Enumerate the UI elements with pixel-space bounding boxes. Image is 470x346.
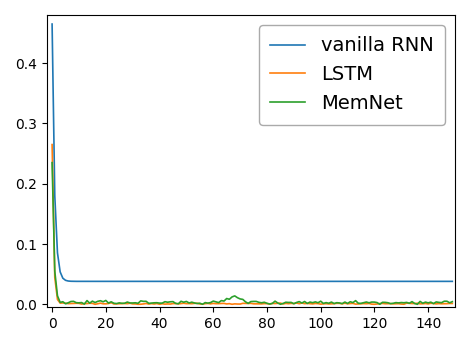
LSTM — [184, 302, 189, 306]
MemNet — [275, 301, 281, 305]
MemNet — [415, 302, 420, 306]
vanilla RNN — [382, 279, 388, 283]
vanilla RNN — [261, 279, 267, 283]
LSTM — [211, 301, 216, 306]
vanilla RNN — [184, 279, 189, 283]
vanilla RNN — [49, 22, 55, 26]
vanilla RNN — [211, 279, 216, 283]
MemNet — [326, 301, 331, 305]
Line: MemNet: MemNet — [52, 163, 452, 304]
Line: LSTM: LSTM — [52, 145, 452, 304]
MemNet — [181, 300, 187, 304]
LSTM — [382, 302, 388, 306]
LSTM — [92, 302, 98, 306]
LSTM — [261, 301, 267, 306]
MemNet — [208, 300, 213, 304]
MemNet — [380, 300, 385, 304]
MemNet — [49, 161, 55, 165]
vanilla RNN — [278, 279, 283, 283]
vanilla RNN — [329, 279, 334, 283]
LSTM — [449, 301, 455, 306]
LSTM — [329, 302, 334, 306]
LSTM — [278, 301, 283, 305]
MemNet — [449, 300, 455, 304]
Legend: vanilla RNN, LSTM, MemNet: vanilla RNN, LSTM, MemNet — [258, 25, 445, 125]
LSTM — [49, 143, 55, 147]
vanilla RNN — [449, 279, 455, 283]
MemNet — [259, 301, 265, 305]
Line: vanilla RNN: vanilla RNN — [52, 24, 452, 281]
vanilla RNN — [146, 279, 152, 283]
